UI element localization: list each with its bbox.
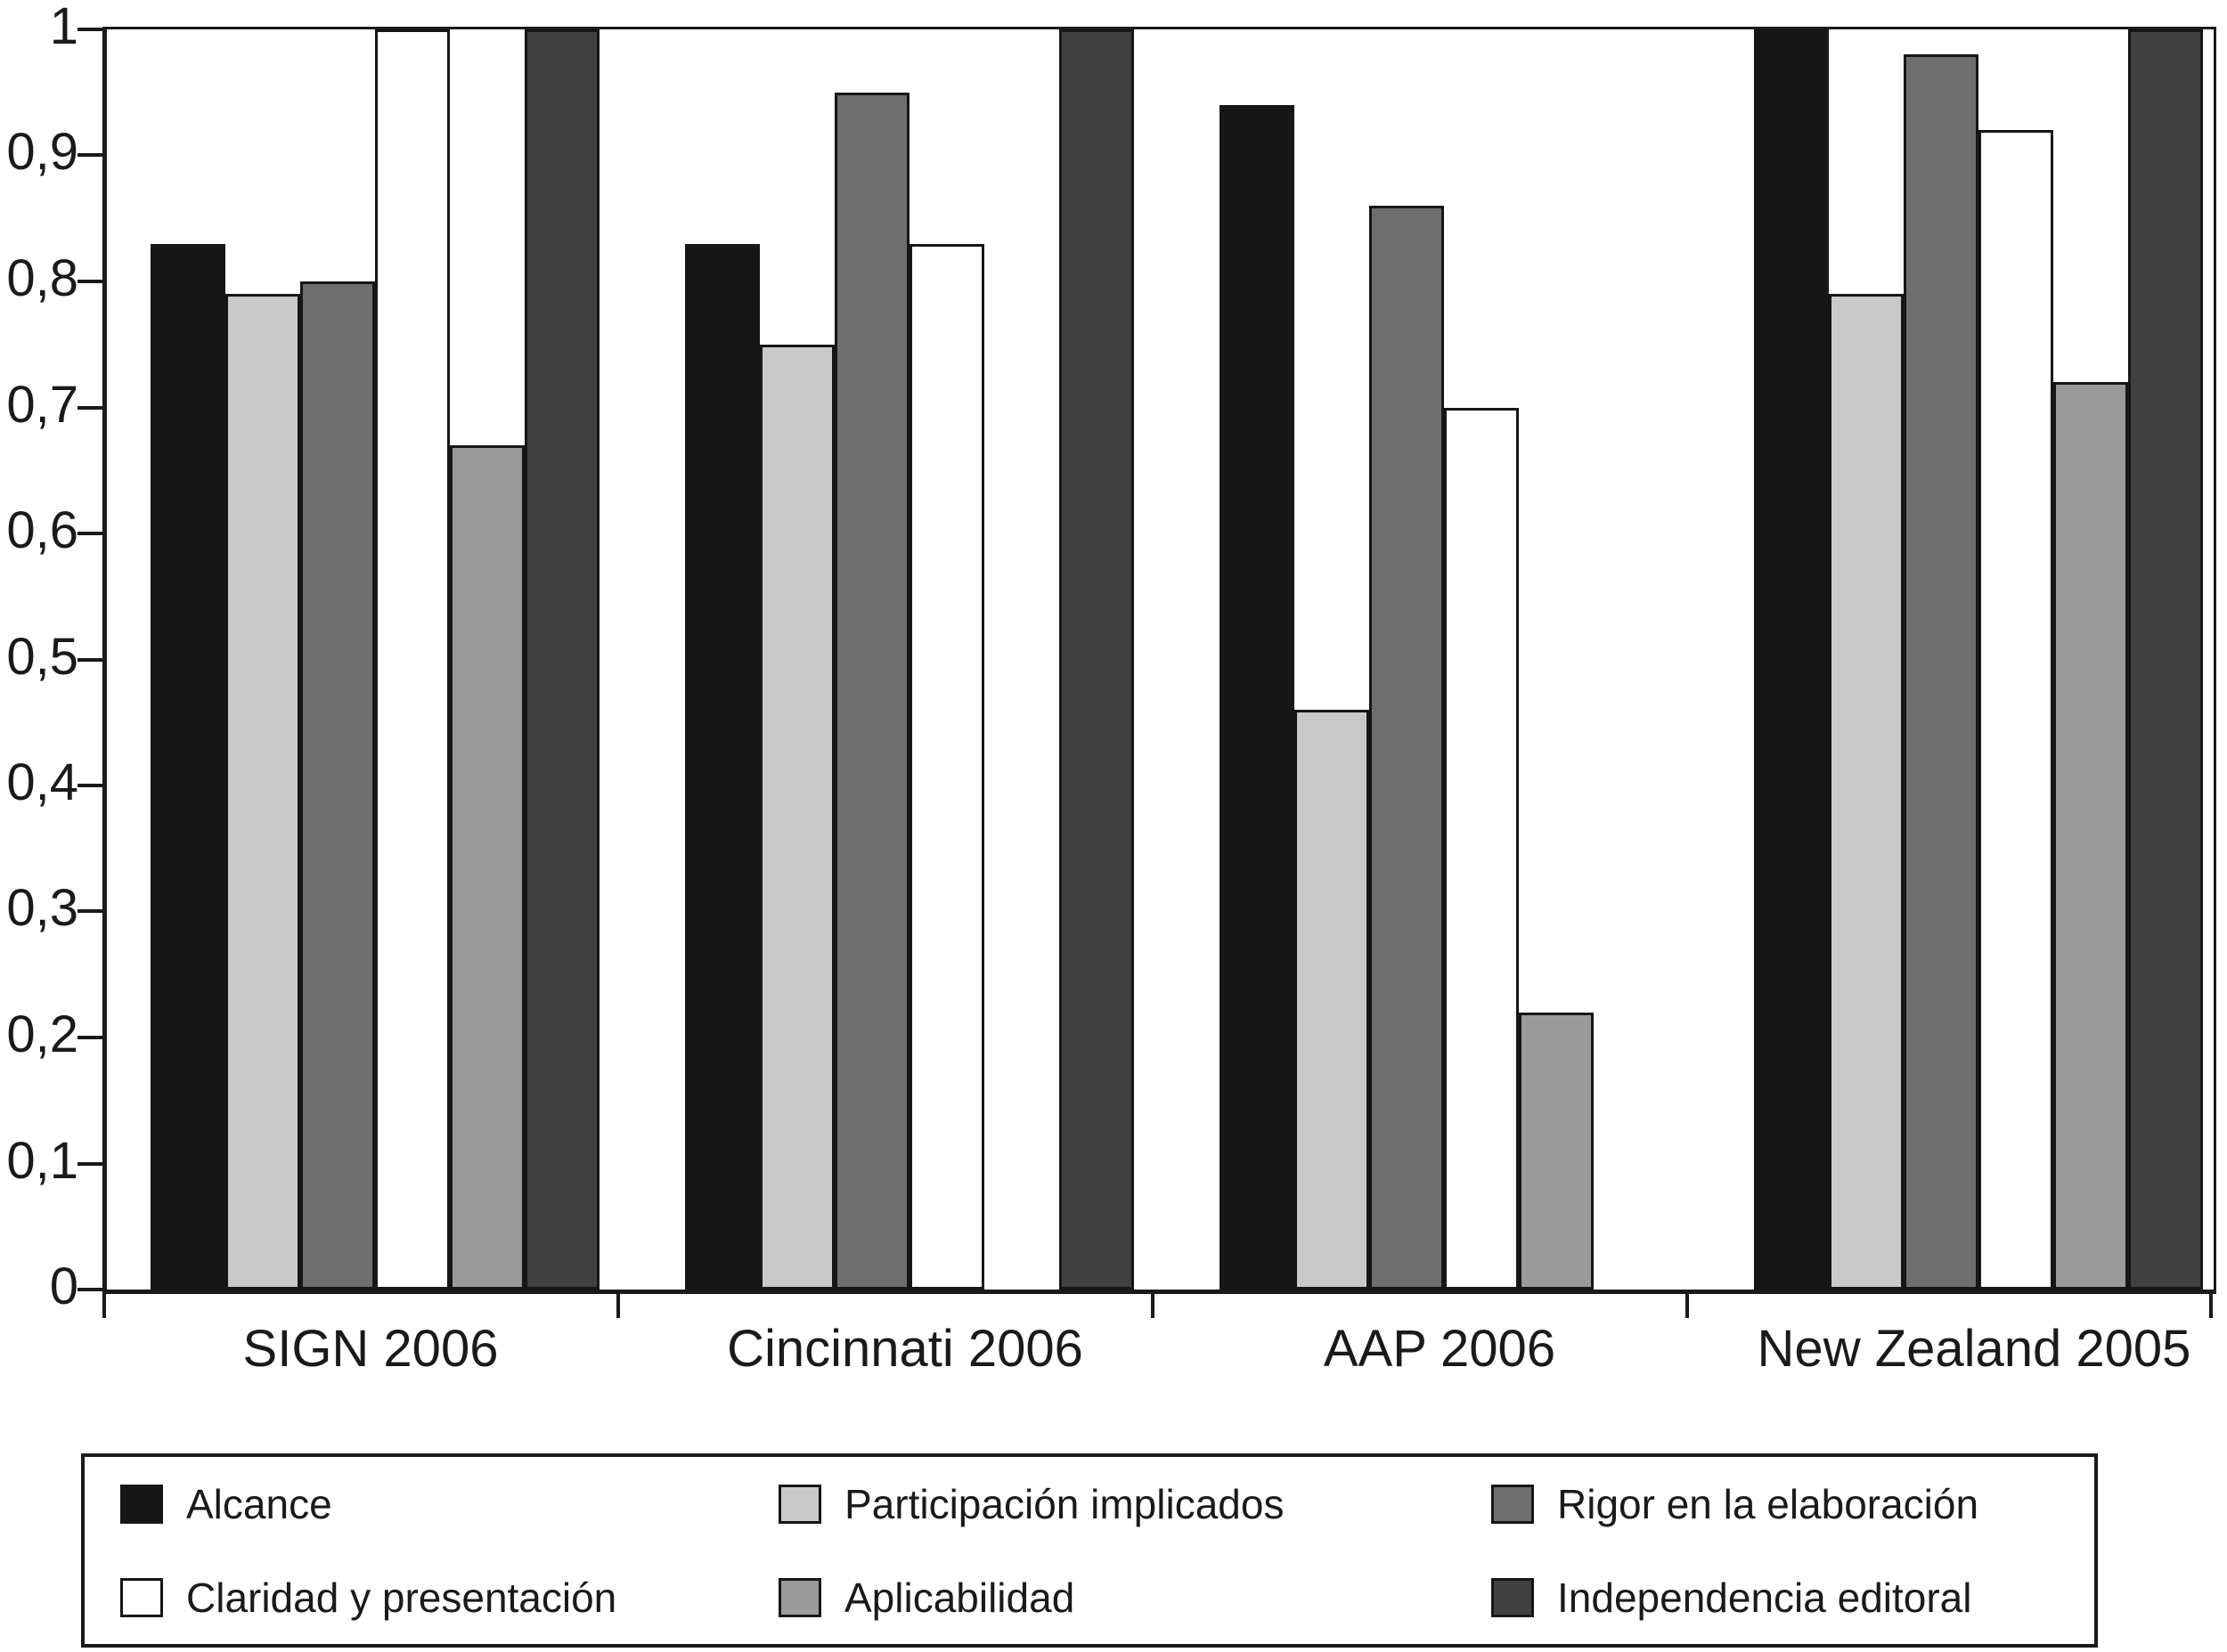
bar-cincinnati-2006-series-5 — [1059, 29, 1134, 1290]
bar-new-zealand-2005-series-5 — [2128, 29, 2203, 1290]
y-tick-label: 1 — [49, 0, 78, 55]
legend-label: Aplicabilidad — [844, 1574, 1075, 1621]
bar-aap-2006-series-0 — [1220, 105, 1294, 1290]
x-axis-divider-tick — [616, 1291, 620, 1318]
x-axis-divider-tick — [1150, 1291, 1154, 1318]
bar-new-zealand-2005-series-1 — [1829, 294, 1904, 1290]
bar-sign-2006-series-0 — [151, 244, 225, 1290]
y-axis-tick — [77, 658, 102, 662]
bar-cincinnati-2006-series-1 — [760, 345, 835, 1290]
bar-sign-2006-series-5 — [525, 29, 600, 1290]
bar-aap-2006-series-2 — [1369, 206, 1444, 1290]
x-axis-divider-tick — [102, 1291, 106, 1318]
legend-item: Rigor en la elaboración — [1491, 1482, 2094, 1526]
legend-item: Claridad y presentación — [120, 1575, 779, 1620]
bar-sign-2006-series-2 — [300, 281, 375, 1290]
legend-item: Aplicabilidad — [779, 1575, 1491, 1620]
plot-area — [77, 27, 2216, 1294]
x-axis-divider-tick — [1685, 1291, 1689, 1318]
bar-new-zealand-2005-series-4 — [2053, 382, 2128, 1290]
y-axis-tick — [77, 28, 102, 31]
legend-swatch-icon — [120, 1577, 163, 1617]
legend-item: Alcance — [120, 1482, 779, 1526]
y-axis-tick — [77, 909, 102, 913]
legend-label: Alcance — [186, 1480, 332, 1527]
x-category-label: New Zealand 2005 — [1757, 1320, 2191, 1378]
y-tick-label: 0 — [49, 1257, 78, 1315]
bar-cincinnati-2006-series-3 — [910, 244, 984, 1290]
x-category-label: Cincinnati 2006 — [727, 1320, 1083, 1378]
legend-item: Independencia editoral — [1491, 1575, 2094, 1620]
x-category-label: SIGN 2006 — [242, 1320, 499, 1378]
legend-swatch-icon — [120, 1484, 163, 1524]
legend-swatch-icon — [1491, 1577, 1534, 1617]
y-axis-tick — [77, 1288, 102, 1291]
y-tick-label: 0,8 — [6, 249, 78, 307]
y-tick-label: 0,4 — [6, 753, 78, 811]
legend: Alcance Participación implicados Rigor en … — [81, 1453, 2098, 1648]
bar-new-zealand-2005-series-0 — [1754, 29, 1829, 1290]
y-tick-label: 0,5 — [6, 628, 78, 686]
y-tick-label: 0,6 — [6, 501, 78, 559]
y-axis-tick — [77, 153, 102, 157]
bar-aap-2006-series-3 — [1444, 408, 1519, 1290]
legend-label: Participación implicados — [844, 1480, 1285, 1527]
legend-item: Participación implicados — [779, 1482, 1491, 1526]
y-axis-tick — [77, 1036, 102, 1039]
x-category-label: AAP 2006 — [1323, 1320, 1556, 1378]
bar-sign-2006-series-4 — [450, 445, 525, 1290]
y-axis-tick — [77, 406, 102, 410]
legend-label: Independencia editoral — [1557, 1574, 1972, 1621]
bar-cincinnati-2006-series-2 — [835, 93, 910, 1290]
y-axis-tick — [77, 532, 102, 535]
y-tick-label: 0,7 — [6, 376, 78, 434]
y-axis-tick — [77, 1162, 102, 1166]
bar-aap-2006-series-4 — [1519, 1013, 1594, 1290]
bar-aap-2006-series-1 — [1294, 710, 1369, 1290]
y-tick-label: 0,1 — [6, 1132, 78, 1190]
bar-new-zealand-2005-series-2 — [1904, 54, 1978, 1290]
bar-new-zealand-2005-series-3 — [1978, 130, 2053, 1290]
legend-swatch-icon — [779, 1577, 821, 1617]
y-tick-label: 0,3 — [6, 879, 78, 937]
y-tick-label: 0,2 — [6, 1005, 78, 1063]
legend-label: Claridad y presentación — [186, 1574, 617, 1621]
bar-cincinnati-2006-series-0 — [685, 244, 760, 1290]
y-axis-tick — [77, 784, 102, 787]
y-tick-label: 0,9 — [6, 123, 78, 181]
bar-sign-2006-series-1 — [225, 294, 300, 1290]
legend-label: Rigor en la elaboración — [1557, 1480, 1979, 1527]
y-axis-tick — [77, 280, 102, 283]
legend-swatch-icon — [779, 1484, 821, 1524]
bar-sign-2006-series-3 — [375, 29, 450, 1290]
legend-swatch-icon — [1491, 1484, 1534, 1524]
x-axis-divider-tick — [2209, 1291, 2213, 1318]
